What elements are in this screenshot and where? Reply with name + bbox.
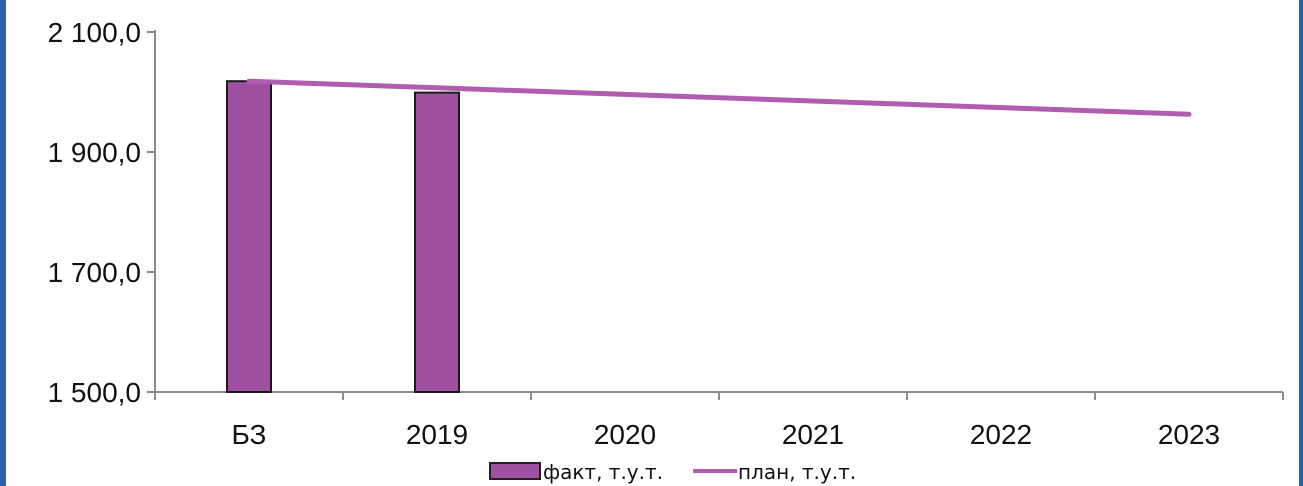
y-axis: 1 500,0 1 700,0 1 900,0 2 100,0 xyxy=(48,17,156,408)
y-tick-label: 1 700,0 xyxy=(48,257,141,288)
bar-fakt xyxy=(414,91,460,393)
line-plan xyxy=(246,78,1192,117)
bar-fakt xyxy=(226,80,272,393)
x-tick-label: 2020 xyxy=(594,419,656,450)
x-tick-label: БЗ xyxy=(232,419,267,450)
x-tick-label: 2019 xyxy=(406,419,468,450)
x-tick-label: 2023 xyxy=(1158,419,1220,450)
x-axis: БЗ 2019 2020 2021 2022 2023 xyxy=(154,391,1284,450)
y-tick-label: 2 100,0 xyxy=(48,17,141,48)
y-tick-label: 1 500,0 xyxy=(48,377,141,408)
right-border xyxy=(1299,0,1303,486)
bar-series-fakt xyxy=(226,80,460,393)
legend: факт, т.у.т. план, т.у.т. xyxy=(489,460,856,484)
line-series-plan xyxy=(246,78,1192,117)
left-border xyxy=(0,0,6,486)
legend-swatch-fakt xyxy=(489,462,541,480)
legend-label-plan: план, т.у.т. xyxy=(738,460,856,484)
x-tick-label: 2022 xyxy=(970,419,1032,450)
y-tick-label: 1 900,0 xyxy=(48,137,141,168)
x-tick-label: 2021 xyxy=(782,419,844,450)
legend-label-fakt: факт, т.у.т. xyxy=(543,460,663,484)
